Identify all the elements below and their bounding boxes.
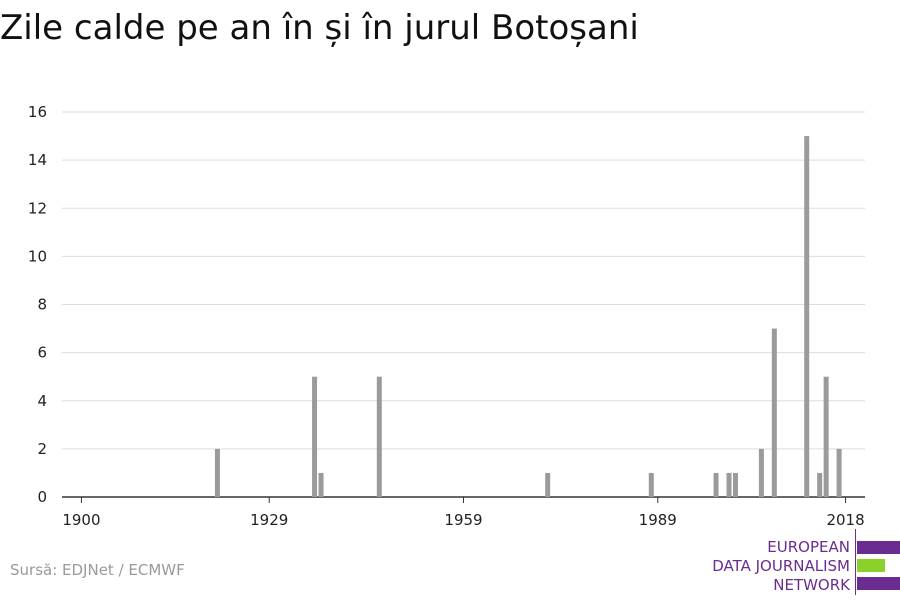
y-tick-label: 0 [37, 488, 47, 506]
logo-divider [855, 529, 856, 595]
bar-1946 [376, 376, 382, 497]
logo-line-2: DATA JOURNALISM [712, 557, 850, 575]
logo-bar-top [857, 541, 900, 554]
x-tick-label: 1929 [250, 511, 288, 529]
logo-line-1: EUROPEAN [767, 538, 850, 556]
bar-1921 [214, 448, 220, 497]
bars [214, 136, 842, 497]
bar-2000 [726, 472, 732, 497]
logo-bar-middle [857, 559, 885, 572]
bar-2017 [836, 448, 842, 497]
source-note: Sursă: EDJNet / ECMWF [10, 561, 185, 579]
y-tick-label: 10 [28, 247, 47, 265]
x-tick-label: 1900 [62, 511, 100, 529]
bar-1936 [312, 376, 318, 497]
y-tick-label: 6 [37, 344, 47, 362]
y-tick-label: 14 [28, 151, 47, 169]
bar-1972 [545, 472, 551, 497]
y-tick-label: 16 [28, 103, 47, 121]
bar-1998 [713, 472, 719, 497]
y-tick-label: 12 [28, 199, 47, 217]
y-axis-ticks: 0 2 4 6 8 10 12 14 16 [28, 103, 47, 506]
bar-1988 [648, 472, 654, 497]
logo-text: EUROPEAN DATA JOURNALISM NETWORK [712, 538, 850, 595]
y-tick-label: 8 [37, 296, 47, 314]
bar-1937 [318, 472, 324, 497]
bar-2012 [804, 136, 810, 497]
y-tick-label: 4 [37, 392, 47, 410]
logo-bar-bottom [857, 577, 900, 590]
x-tick-label: 1959 [444, 511, 482, 529]
bar-2007 [771, 328, 777, 497]
bar-2015 [823, 376, 829, 497]
x-tick-label: 2018 [826, 511, 864, 529]
bar-2014 [817, 472, 823, 497]
gridlines [62, 111, 865, 498]
logo-line-3: NETWORK [773, 576, 850, 594]
bar-2001 [732, 472, 738, 497]
x-tick-label: 1989 [639, 511, 677, 529]
chart-title: Zile calde pe an în și în jurul Botoșani [0, 8, 639, 48]
x-axis-ticks: 1900 1929 1959 1989 2018 [62, 497, 865, 529]
bar-2005 [758, 448, 764, 497]
edjnet-logo: EUROPEAN DATA JOURNALISM NETWORK [700, 529, 900, 595]
y-tick-label: 2 [37, 440, 47, 458]
